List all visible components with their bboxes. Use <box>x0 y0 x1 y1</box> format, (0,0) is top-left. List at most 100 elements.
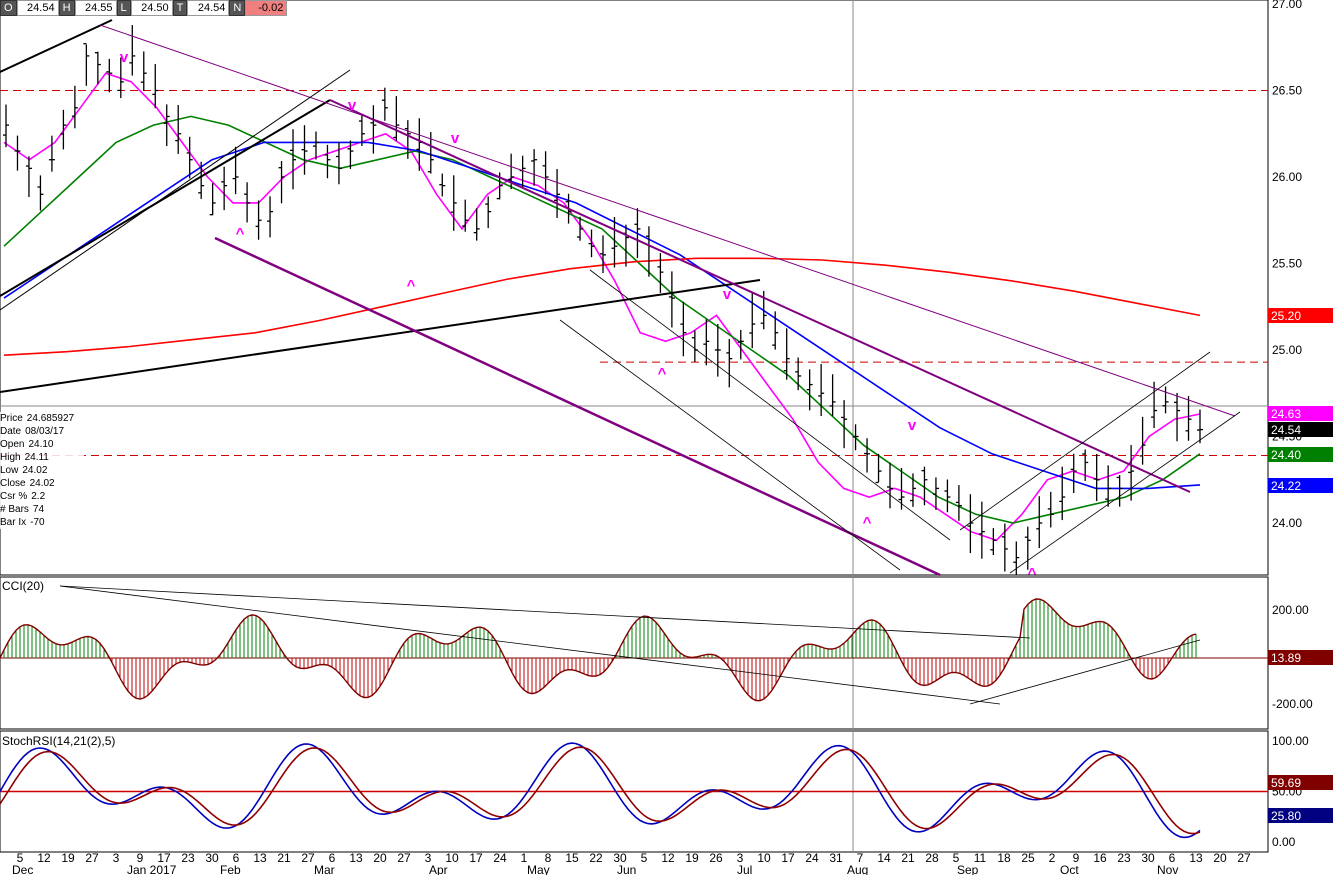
info-key: High <box>0 452 21 463</box>
x-axis-month-label: Jul <box>737 863 752 875</box>
price-value-tag-label: 24.63 <box>1271 407 1301 421</box>
price-value-tag-label: 24.54 <box>1271 423 1301 437</box>
x-axis-day-label: 20 <box>373 851 387 865</box>
price-axis-tick: 25.00 <box>1272 343 1302 357</box>
x-axis-month-label: Feb <box>220 863 241 875</box>
ohlc-readout: O 24.54 H 24.55 L 24.50 T 24.54 N -0.02 <box>0 0 288 16</box>
stochrsi-panel-label: StochRSI(14,21(2),5) <box>2 734 115 748</box>
price-value-tag-label: 24.40 <box>1271 448 1301 462</box>
x-axis-day-label: 27 <box>397 851 411 865</box>
x-axis-day-label: 31 <box>829 851 843 865</box>
x-axis-day-label: 17 <box>157 851 171 865</box>
low-value: 24.50 <box>130 0 173 16</box>
x-axis-day-label: 17 <box>781 851 795 865</box>
x-axis-day-label: 6 <box>233 851 240 865</box>
x-axis-day-label: 30 <box>613 851 627 865</box>
cci-axis-tick: -200.00 <box>1272 697 1313 711</box>
info-value: 24.02 <box>29 478 55 489</box>
info-row: # Bars 74 <box>0 503 84 516</box>
x-axis-day-label: 11 <box>974 851 987 865</box>
moving-average-line <box>3 115 1201 524</box>
x-axis-day-label: 18 <box>997 851 1011 865</box>
x-axis-day-label: 14 <box>877 851 891 865</box>
x-axis-day-label: 28 <box>925 851 939 865</box>
x-axis-day-label: 20 <box>1213 851 1227 865</box>
trend-line <box>959 351 1211 531</box>
high-label: H <box>58 0 75 16</box>
info-value: 24.02 <box>22 465 48 476</box>
cci-value-tag <box>1268 650 1333 665</box>
x-axis-month-label: Dec <box>12 863 33 875</box>
x-axis-day-label: 10 <box>757 851 771 865</box>
pivot-high-marker: v <box>908 417 917 434</box>
x-axis-day-label: 3 <box>113 851 120 865</box>
trend-line <box>0 19 113 73</box>
pivot-high-marker: v <box>451 130 460 147</box>
cci-value-tag-label: 13.89 <box>1271 651 1301 665</box>
price-axis-tick: 26.00 <box>1272 170 1302 184</box>
pivot-high-marker: v <box>348 97 357 114</box>
trend-line <box>1009 411 1241 574</box>
x-axis-day-label: 16 <box>1093 851 1107 865</box>
x-axis-month-label: Sep <box>957 863 979 875</box>
trend-line <box>0 69 351 311</box>
x-axis-day-label: 23 <box>181 851 195 865</box>
info-key: Csr % <box>0 491 28 502</box>
price-value-tag <box>1268 447 1333 462</box>
pivot-low-marker: ^ <box>1028 565 1037 582</box>
pivot-low-marker: ^ <box>863 514 872 531</box>
info-key: Date <box>0 426 22 437</box>
x-axis-day-label: 24 <box>493 851 507 865</box>
info-key: Price <box>0 413 23 424</box>
x-axis-day-label: 12 <box>37 851 51 865</box>
stochrsi-k-line <box>0 742 1201 839</box>
price-axis-tick: 27.00 <box>1272 0 1302 11</box>
x-axis-day-label: 5 <box>641 851 648 865</box>
price-value-tag-label: 25.20 <box>1271 309 1301 323</box>
cci-trend-line <box>969 639 1201 705</box>
open-label: O <box>0 0 17 16</box>
price-value-tag-label: 24.22 <box>1271 479 1301 493</box>
info-value: 74 <box>32 504 45 515</box>
x-axis-day-label: 5 <box>17 851 24 865</box>
x-axis-month-label: Nov <box>1157 863 1178 875</box>
info-key: Open <box>0 439 25 450</box>
info-row: Close 24.02 <box>0 477 84 490</box>
x-axis-day-label: 25 <box>1021 851 1035 865</box>
info-row: High 24.11 <box>0 451 84 464</box>
moving-average-line <box>3 72 1201 542</box>
x-axis-day-label: 23 <box>1117 851 1131 865</box>
x-axis-day-label: 2 <box>1049 851 1056 865</box>
x-axis-day-label: 9 <box>1073 851 1080 865</box>
x-axis-month-label: Apr <box>429 863 448 875</box>
x-axis-day-label: 8 <box>545 851 552 865</box>
trend-line <box>589 269 951 541</box>
net-value: -0.02 <box>245 0 288 16</box>
pivot-low-marker: ^ <box>236 225 245 242</box>
low-label: L <box>116 0 131 16</box>
price-panel-frame <box>0 0 1269 576</box>
info-value: 24.10 <box>28 439 54 450</box>
price-value-tag <box>1268 406 1333 421</box>
info-row: Date 08/03/17 <box>0 425 84 438</box>
x-axis-day-label: 27 <box>85 851 99 865</box>
info-row: Low 24.02 <box>0 464 84 477</box>
price-axis-tick: 24.00 <box>1272 516 1302 530</box>
price-value-tag <box>1268 422 1333 437</box>
x-axis-day-label: 30 <box>205 851 219 865</box>
x-axis-day-label: 15 <box>565 851 579 865</box>
trend-line <box>214 236 941 577</box>
trend-line <box>0 99 331 297</box>
info-value: -70 <box>30 517 45 528</box>
pivot-high-marker: v <box>120 49 129 66</box>
info-row: Open 24.10 <box>0 438 84 451</box>
x-axis-day-label: 3 <box>425 851 432 865</box>
pivot-low-marker: ^ <box>407 277 416 294</box>
info-value: 2.2 <box>31 491 46 502</box>
cci-line <box>0 598 1197 702</box>
cci-axis-tick: 200.00 <box>1272 603 1309 617</box>
x-axis-day-label: 27 <box>1237 851 1251 865</box>
trend-line <box>0 279 761 393</box>
x-axis-day-label: 22 <box>589 851 603 865</box>
